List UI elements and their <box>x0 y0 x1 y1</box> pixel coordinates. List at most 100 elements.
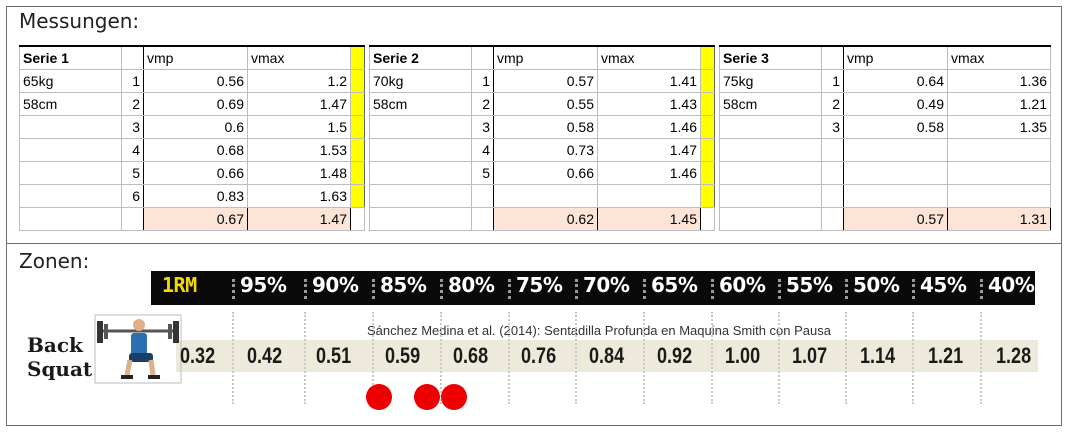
info-cell[interactable] <box>19 161 122 185</box>
rep-number-cell[interactable]: 4 <box>471 138 494 162</box>
vmax-header-cell[interactable]: vmax <box>947 45 1051 70</box>
separator-cell[interactable] <box>700 92 715 116</box>
series-name-cell[interactable]: Serie 2 <box>369 45 472 70</box>
rep-number-cell[interactable]: 5 <box>121 161 144 185</box>
vmax-cell[interactable]: 1.41 <box>597 69 701 93</box>
vmp-cell[interactable]: 0.66 <box>143 161 248 185</box>
info-cell[interactable] <box>719 184 822 208</box>
separator-cell[interactable] <box>700 161 715 185</box>
vmp-cell[interactable]: 0.69 <box>143 92 248 116</box>
separator-cell[interactable] <box>700 69 715 93</box>
vmax-header-cell[interactable]: vmax <box>247 45 351 70</box>
vmax-cell[interactable]: 1.47 <box>247 92 351 116</box>
blank-cell[interactable] <box>369 207 472 231</box>
separator-cell[interactable] <box>700 184 715 208</box>
series-name-cell[interactable]: Serie 3 <box>719 45 822 70</box>
info-cell[interactable]: 58cm <box>719 92 822 116</box>
blank-cell[interactable] <box>19 207 122 231</box>
info-cell[interactable]: 58cm <box>19 92 122 116</box>
rep-number-cell[interactable]: 6 <box>121 184 144 208</box>
avg-vmp-cell[interactable]: 0.62 <box>493 207 598 231</box>
vmax-header-cell[interactable]: vmax <box>597 45 701 70</box>
separator-cell[interactable] <box>350 138 365 162</box>
vmax-cell[interactable]: 1.46 <box>597 115 701 139</box>
vmax-cell[interactable]: 1.21 <box>947 92 1051 116</box>
vmax-cell[interactable] <box>597 184 701 208</box>
vmax-cell[interactable]: 1.35 <box>947 115 1051 139</box>
rep-number-cell[interactable] <box>821 184 844 208</box>
vmax-cell[interactable]: 1.43 <box>597 92 701 116</box>
vmp-header-cell[interactable]: vmp <box>843 45 948 70</box>
separator-cell[interactable] <box>700 115 715 139</box>
vmp-cell[interactable]: 0.58 <box>843 115 948 139</box>
rep-number-cell[interactable]: 4 <box>121 138 144 162</box>
index-header-cell[interactable] <box>121 45 144 70</box>
rep-number-cell[interactable]: 1 <box>821 69 844 93</box>
info-cell[interactable] <box>19 184 122 208</box>
blank-index-cell[interactable] <box>121 207 144 231</box>
vmp-cell[interactable]: 0.73 <box>493 138 598 162</box>
rep-number-cell[interactable]: 3 <box>821 115 844 139</box>
rep-number-cell[interactable]: 1 <box>121 69 144 93</box>
rep-number-cell[interactable]: 3 <box>471 115 494 139</box>
separator-cell[interactable] <box>700 138 715 162</box>
avg-vmp-cell[interactable]: 0.67 <box>143 207 248 231</box>
rep-number-cell[interactable] <box>821 161 844 185</box>
avg-vmax-cell[interactable]: 1.31 <box>947 207 1051 231</box>
rep-number-cell[interactable]: 1 <box>471 69 494 93</box>
info-cell[interactable]: 58cm <box>369 92 472 116</box>
vmp-cell[interactable]: 0.68 <box>143 138 248 162</box>
rep-number-cell[interactable] <box>471 184 494 208</box>
vmp-cell[interactable] <box>493 184 598 208</box>
vmax-cell[interactable] <box>947 184 1051 208</box>
vmax-cell[interactable]: 1.63 <box>247 184 351 208</box>
vmp-header-cell[interactable]: vmp <box>493 45 598 70</box>
rep-number-cell[interactable] <box>821 138 844 162</box>
vmp-cell[interactable]: 0.6 <box>143 115 248 139</box>
separator-cell[interactable] <box>700 45 715 70</box>
rep-number-cell[interactable]: 3 <box>121 115 144 139</box>
vmax-cell[interactable]: 1.2 <box>247 69 351 93</box>
vmp-cell[interactable]: 0.55 <box>493 92 598 116</box>
vmp-cell[interactable]: 0.64 <box>843 69 948 93</box>
vmax-cell[interactable]: 1.48 <box>247 161 351 185</box>
vmp-cell[interactable]: 0.66 <box>493 161 598 185</box>
vmp-cell[interactable] <box>843 161 948 185</box>
vmax-cell[interactable]: 1.36 <box>947 69 1051 93</box>
separator-cell[interactable] <box>350 45 365 70</box>
info-cell[interactable] <box>719 115 822 139</box>
info-cell[interactable] <box>369 161 472 185</box>
rep-number-cell[interactable]: 2 <box>821 92 844 116</box>
rep-number-cell[interactable]: 2 <box>121 92 144 116</box>
avg-vmp-cell[interactable]: 0.57 <box>843 207 948 231</box>
info-cell[interactable]: 70kg <box>369 69 472 93</box>
series-name-cell[interactable]: Serie 1 <box>19 45 122 70</box>
index-header-cell[interactable] <box>471 45 494 70</box>
separator-cell[interactable] <box>350 161 365 185</box>
vmax-cell[interactable]: 1.53 <box>247 138 351 162</box>
vmp-cell[interactable]: 0.83 <box>143 184 248 208</box>
index-header-cell[interactable] <box>821 45 844 70</box>
vmp-header-cell[interactable]: vmp <box>143 45 248 70</box>
vmp-cell[interactable] <box>843 184 948 208</box>
vmp-cell[interactable]: 0.57 <box>493 69 598 93</box>
info-cell[interactable] <box>19 115 122 139</box>
info-cell[interactable]: 75kg <box>719 69 822 93</box>
vmax-cell[interactable] <box>947 161 1051 185</box>
vmp-cell[interactable] <box>843 138 948 162</box>
info-cell[interactable] <box>369 184 472 208</box>
blank-index-cell[interactable] <box>471 207 494 231</box>
rep-number-cell[interactable]: 2 <box>471 92 494 116</box>
vmax-cell[interactable]: 1.47 <box>597 138 701 162</box>
info-cell[interactable] <box>19 138 122 162</box>
avg-vmax-cell[interactable]: 1.45 <box>597 207 701 231</box>
blank-cell[interactable] <box>719 207 822 231</box>
separator-cell[interactable] <box>350 115 365 139</box>
info-cell[interactable] <box>719 138 822 162</box>
vmp-cell[interactable]: 0.56 <box>143 69 248 93</box>
separator-cell[interactable] <box>350 69 365 93</box>
blank-cell[interactable] <box>700 207 715 231</box>
rep-number-cell[interactable]: 5 <box>471 161 494 185</box>
info-cell[interactable] <box>369 115 472 139</box>
info-cell[interactable] <box>719 161 822 185</box>
